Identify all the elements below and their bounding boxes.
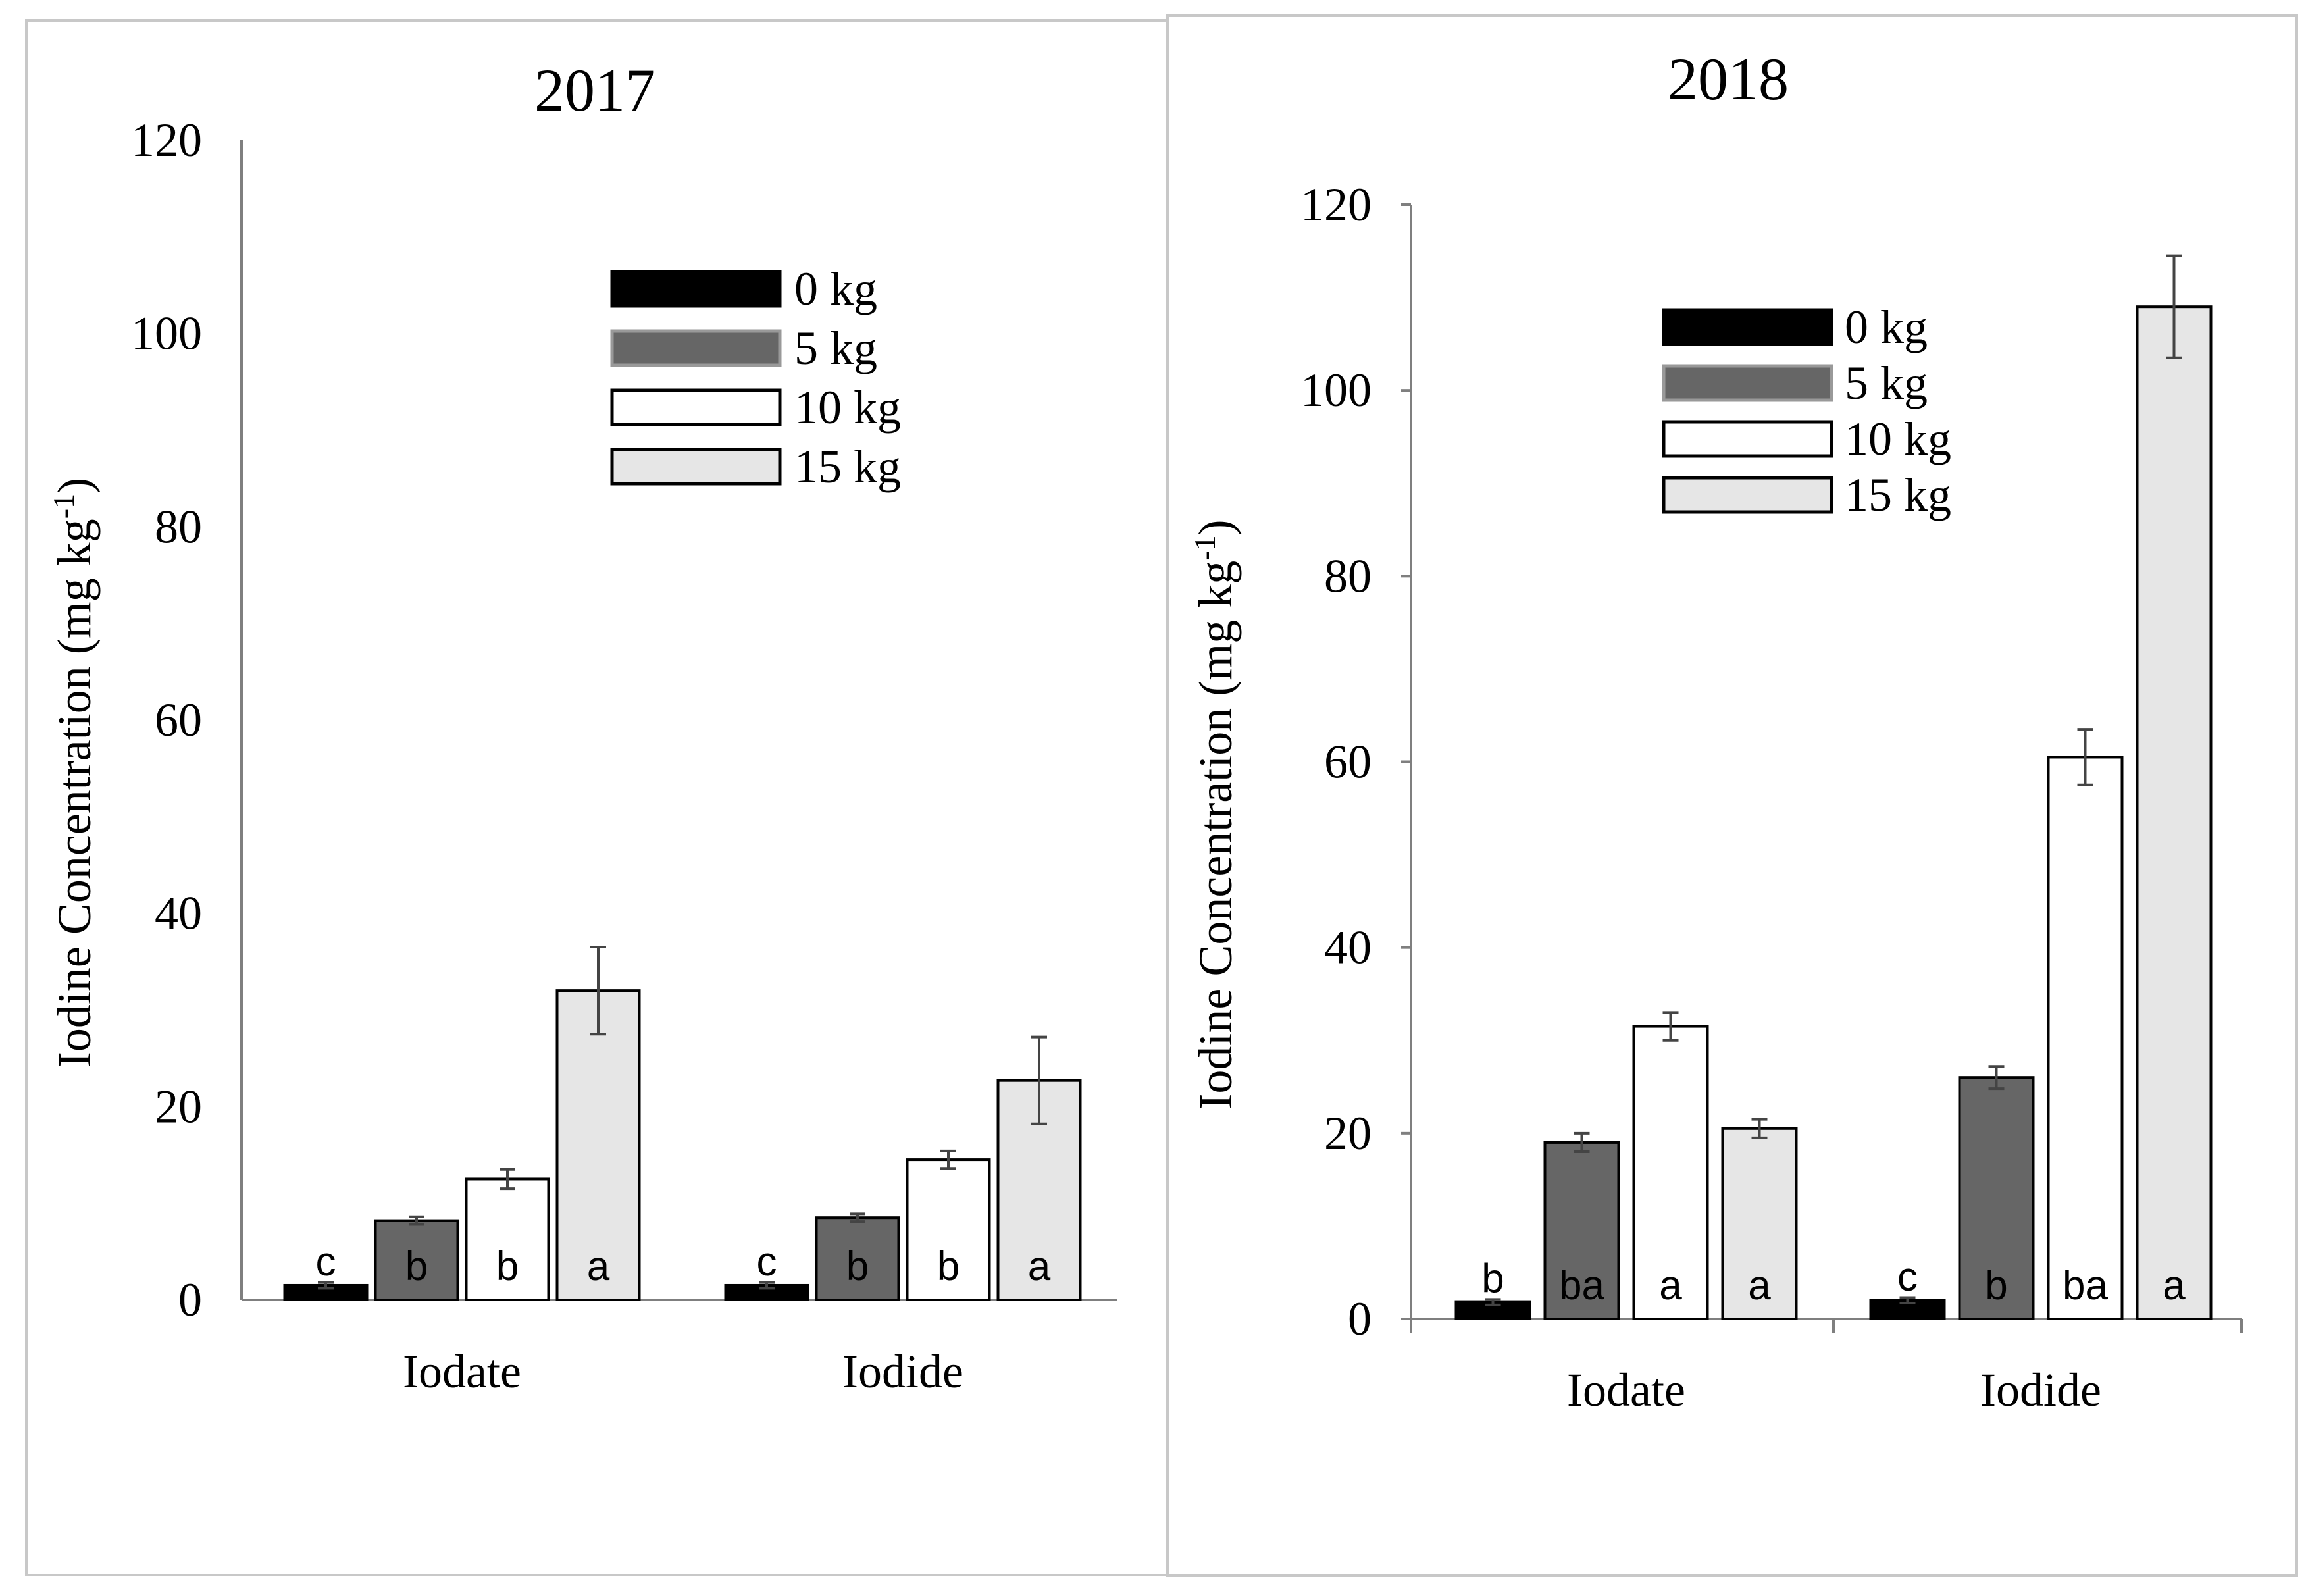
x-tick-label: Iodide [842, 1345, 963, 1398]
significance-letter: a [1748, 1263, 1771, 1308]
legend-swatch [610, 388, 782, 426]
significance-letter: a [1659, 1263, 1682, 1308]
bar [2136, 305, 2213, 1321]
bar [1721, 1127, 1798, 1320]
legend-swatch [1662, 364, 1833, 402]
legend-label: 10 kg [794, 381, 901, 434]
y-tick-label: 100 [131, 307, 202, 360]
significance-letter: a [2163, 1263, 2186, 1308]
chart-panel-2018: 2018 Iodine Concentration (mg kg-1) 0 20 40 6… [1166, 14, 2298, 1577]
legend-swatch [1662, 476, 1833, 514]
y-tick-label: 80 [155, 500, 202, 553]
y-axis-label: Iodine Concentration (mg kg-1) [47, 478, 101, 1068]
legend-label: 10 kg [1845, 413, 1951, 465]
y-tick-label: 120 [131, 114, 202, 167]
y-tick-label: 40 [155, 887, 202, 940]
significance-letter: b [405, 1244, 428, 1289]
bar [555, 989, 641, 1301]
chart-2018: 2018 Iodine Concentration (mg kg-1) 0 20 40 6… [1188, 45, 2243, 1416]
legend-label: 15 kg [794, 440, 901, 493]
chart-title: 2017 [534, 57, 655, 124]
bar [906, 1158, 991, 1302]
significance-letter: b [937, 1244, 960, 1289]
bar [465, 1177, 550, 1302]
significance-letter: a [587, 1244, 610, 1289]
legend-swatch [610, 270, 782, 308]
legend-label: 0 kg [1845, 301, 1928, 353]
significance-letter: b [496, 1244, 519, 1289]
legend-swatch [610, 329, 782, 367]
bar [374, 1219, 459, 1302]
y-tick-label: 0 [1348, 1293, 1371, 1345]
x-tick-label: Iodate [403, 1345, 521, 1398]
legend-swatch [610, 448, 782, 486]
bar [1543, 1141, 1620, 1320]
significance-letter: b [1481, 1256, 1504, 1302]
significance-letter: ba [1559, 1263, 1604, 1308]
y-tick-label: 120 [1300, 178, 1371, 231]
legend-label: 5 kg [1845, 357, 1928, 409]
chart-panel-2017: 2017 Iodine Concentration (mg kg-1) 0 20 40 6… [25, 19, 1170, 1576]
y-axis-label: Iodine Concentration (mg kg-1) [1188, 519, 1243, 1109]
significance-letter: c [1897, 1254, 1918, 1300]
chart-title: 2018 [1668, 45, 1789, 113]
significance-letter: c [316, 1239, 336, 1285]
chart-2017: 2017 Iodine Concentration (mg kg-1) 0 20 40 6… [47, 57, 1117, 1398]
significance-letter: a [1028, 1244, 1051, 1289]
y-tick-label: 60 [155, 694, 202, 746]
bar [1632, 1025, 1709, 1321]
y-tick-label: 60 [1324, 736, 1371, 788]
significance-letter: b [846, 1244, 869, 1289]
bar [1958, 1076, 2035, 1321]
y-tick-label: 80 [1324, 550, 1371, 602]
legend-label: 5 kg [794, 322, 877, 374]
bar [2047, 756, 2124, 1320]
bar [815, 1216, 900, 1301]
significance-letter: c [757, 1239, 777, 1285]
legend-swatch [1662, 308, 1833, 346]
significance-letter: b [1985, 1263, 2007, 1308]
y-tick-label: 20 [155, 1080, 202, 1133]
x-tick-label: Iodide [1980, 1364, 2101, 1416]
y-tick-label: 100 [1300, 364, 1371, 417]
x-tick-label: Iodate [1567, 1364, 1685, 1416]
significance-letter: ba [2063, 1263, 2108, 1308]
legend-label: 0 kg [794, 263, 877, 315]
y-tick-label: 40 [1324, 921, 1371, 974]
legend-swatch [1662, 420, 1833, 458]
y-tick-label: 0 [178, 1274, 202, 1326]
legend-label: 15 kg [1845, 469, 1951, 521]
y-tick-label: 20 [1324, 1107, 1371, 1160]
